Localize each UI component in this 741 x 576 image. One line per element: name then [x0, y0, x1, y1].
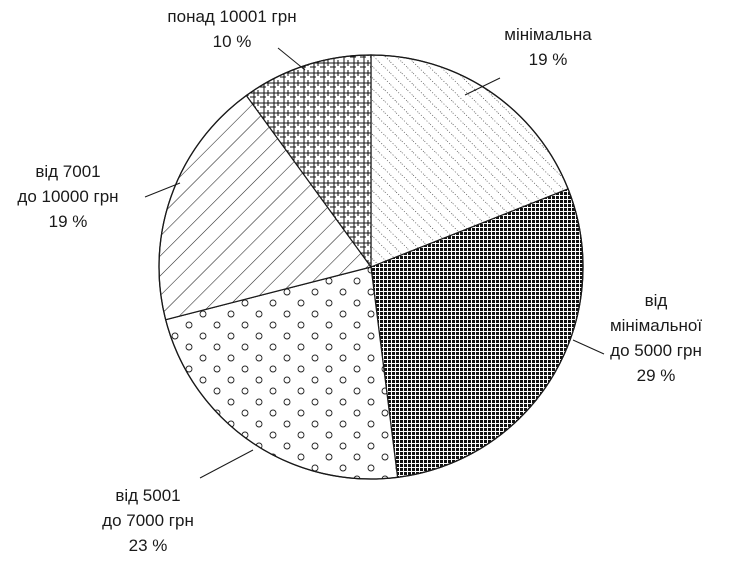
slice-label-line: понад 10001 грн: [167, 7, 296, 26]
slice-label-2: від мінімальної до 5000 грн 29 %: [610, 291, 702, 385]
slice-label-line: 10 %: [213, 32, 252, 51]
leader-line-3: [199, 449, 254, 479]
slice-label-line: до 7000 грн: [102, 511, 194, 530]
slice-label-1: мінімальна 19 %: [504, 25, 592, 69]
slice-label-5: понад 10001 грн 10 %: [167, 7, 296, 51]
leader-line-4: [144, 182, 181, 198]
slice-label-4: від 7001 до 10000 грн 19 %: [17, 162, 118, 231]
slice-label-line: мінімальна: [504, 25, 592, 44]
leader-line-5: [277, 47, 306, 71]
leader-line-2: [572, 339, 605, 355]
slice-label-line: 19 %: [529, 50, 568, 69]
slice-label-line: від 7001: [35, 162, 100, 181]
slice-label-line: мінімальної: [610, 316, 702, 335]
pie-outline: [158, 54, 584, 480]
slice-label-line: від: [645, 291, 668, 310]
slice-label-line: від 5001: [115, 486, 180, 505]
slice-label-line: 23 %: [129, 536, 168, 555]
slice-label-line: до 5000 грн: [610, 341, 702, 360]
slice-label-3: від 5001 до 7000 грн 23 %: [102, 486, 194, 555]
slice-label-line: 19 %: [49, 212, 88, 231]
leader-line-1: [464, 77, 501, 96]
slice-label-line: до 10000 грн: [17, 187, 118, 206]
slice-label-line: 29 %: [637, 366, 676, 385]
